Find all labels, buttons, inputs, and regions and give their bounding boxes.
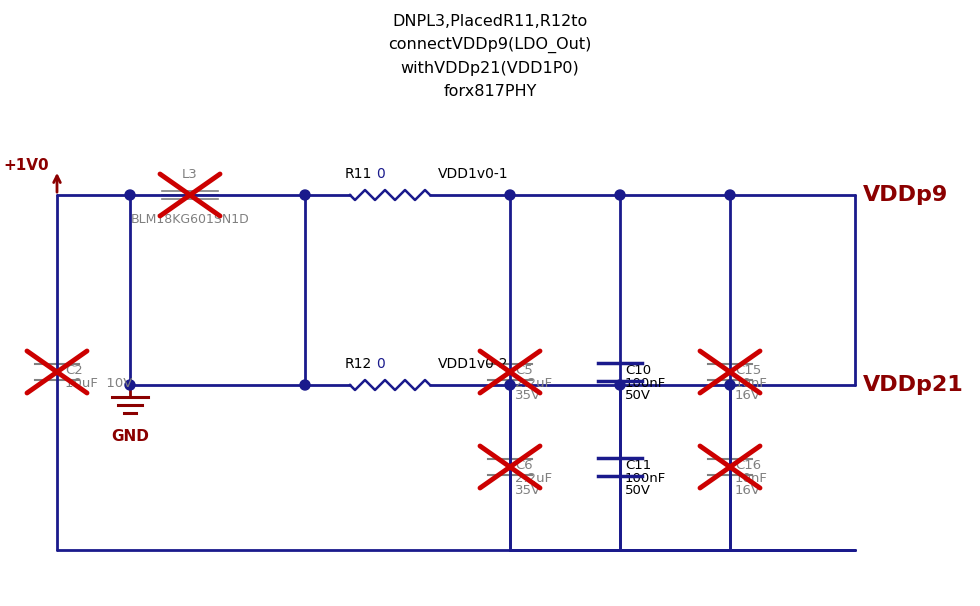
Circle shape: [300, 190, 310, 200]
Text: C2: C2: [65, 364, 82, 377]
Text: 35V: 35V: [515, 389, 541, 402]
Text: 0: 0: [376, 357, 385, 371]
Text: R12: R12: [345, 357, 372, 371]
Circle shape: [725, 380, 735, 390]
Text: 35V: 35V: [515, 484, 541, 497]
Circle shape: [125, 190, 135, 200]
Circle shape: [300, 380, 310, 390]
Text: 10uF  10V: 10uF 10V: [65, 377, 132, 390]
Circle shape: [505, 380, 515, 390]
Text: BLM18KG601SN1D: BLM18KG601SN1D: [130, 213, 249, 226]
Text: DNPL3,PlacedR11,R12to: DNPL3,PlacedR11,R12to: [392, 15, 588, 30]
Circle shape: [615, 380, 625, 390]
Text: 50V: 50V: [625, 389, 651, 402]
Circle shape: [505, 190, 515, 200]
Text: C11: C11: [625, 459, 652, 472]
Text: 10nF: 10nF: [735, 472, 768, 485]
Text: withVDDp21(VDD1P0): withVDDp21(VDD1P0): [401, 61, 579, 76]
Text: GND: GND: [111, 429, 149, 444]
Text: 100nF: 100nF: [625, 472, 666, 485]
Text: connectVDDp9(LDO_Out): connectVDDp9(LDO_Out): [388, 37, 592, 53]
Text: VDDp21: VDDp21: [863, 375, 963, 395]
Text: 50V: 50V: [625, 484, 651, 497]
Text: C15: C15: [735, 364, 761, 377]
Text: VDD1v0-2: VDD1v0-2: [438, 357, 509, 371]
Text: R11: R11: [345, 167, 372, 181]
Text: C6: C6: [515, 459, 532, 472]
Text: C10: C10: [625, 364, 651, 377]
Text: C5: C5: [515, 364, 533, 377]
Text: 0: 0: [376, 167, 385, 181]
Text: VDDp9: VDDp9: [863, 185, 949, 205]
Circle shape: [125, 380, 135, 390]
Text: 16V: 16V: [735, 484, 761, 497]
Circle shape: [725, 190, 735, 200]
Text: +1V0: +1V0: [3, 158, 49, 173]
Text: 2.2uF: 2.2uF: [515, 472, 552, 485]
Text: 16V: 16V: [735, 389, 761, 402]
Circle shape: [615, 190, 625, 200]
Text: 2.2uF: 2.2uF: [515, 377, 552, 390]
Text: 10nF: 10nF: [735, 377, 768, 390]
Text: C16: C16: [735, 459, 761, 472]
Text: 100nF: 100nF: [625, 377, 666, 390]
Text: L3: L3: [182, 168, 198, 181]
Text: forx817PHY: forx817PHY: [443, 84, 537, 99]
Text: VDD1v0-1: VDD1v0-1: [438, 167, 509, 181]
